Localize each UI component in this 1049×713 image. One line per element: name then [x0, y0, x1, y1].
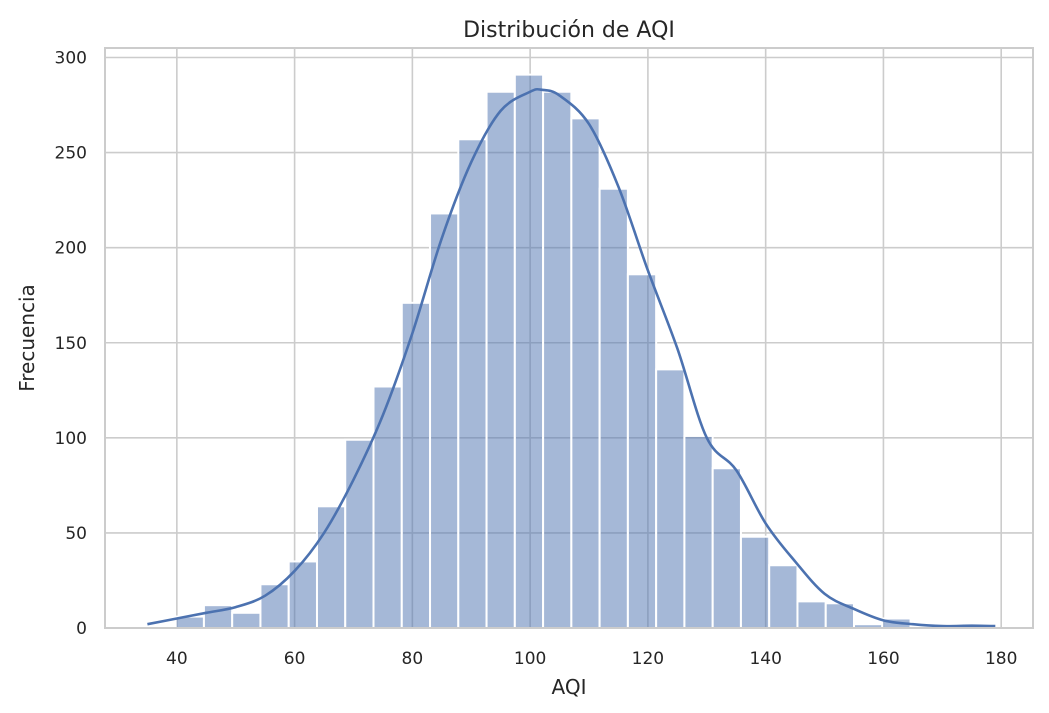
histogram-bar [711, 467, 742, 629]
histogram-bar [655, 368, 686, 629]
histogram-bar [315, 505, 347, 629]
kde-curve [147, 87, 996, 628]
y-tick-label: 250 [55, 144, 87, 164]
y-tick-label: 300 [55, 49, 87, 69]
histogram-bar [570, 117, 601, 629]
x-tick-label: 140 [749, 649, 781, 669]
y-tick-label: 0 [76, 619, 87, 639]
histogram-bar [768, 564, 799, 630]
x-axis-label: AQI [552, 675, 587, 699]
histogram-bars [146, 73, 997, 630]
y-tick-label: 100 [55, 429, 87, 449]
chart-title: Distribución de AQI [463, 18, 675, 43]
y-axis-label: Frecuencia [15, 284, 39, 392]
histogram-bar [429, 212, 460, 629]
histogram-bar [372, 385, 403, 629]
histogram-bar [542, 90, 573, 629]
x-tick-label: 120 [632, 649, 664, 669]
x-tick-label: 160 [867, 649, 899, 669]
histogram-bar [513, 73, 545, 630]
x-tick-label: 60 [284, 649, 306, 669]
histogram-bar [796, 600, 827, 630]
x-tick-label: 100 [514, 649, 546, 669]
histogram-bar [739, 535, 771, 629]
histogram-bar [231, 611, 262, 629]
y-tick-label: 200 [55, 239, 87, 259]
histogram-bar [683, 434, 714, 629]
histogram-bar [626, 273, 658, 629]
x-tick-labels: 40 60 80 100 120 140 160 180 [166, 649, 1017, 669]
plot-frame [104, 47, 1034, 629]
y-tick-label: 50 [65, 524, 87, 544]
histogram-bar [485, 90, 516, 629]
x-tick-label: 40 [166, 649, 188, 669]
histogram-bar [598, 187, 629, 629]
x-tick-label: 180 [985, 649, 1017, 669]
histogram-bar [457, 138, 488, 629]
y-tick-label: 150 [55, 334, 87, 354]
x-tick-label: 80 [402, 649, 424, 669]
y-tick-labels: 0 50 100 150 200 250 300 [55, 49, 87, 639]
